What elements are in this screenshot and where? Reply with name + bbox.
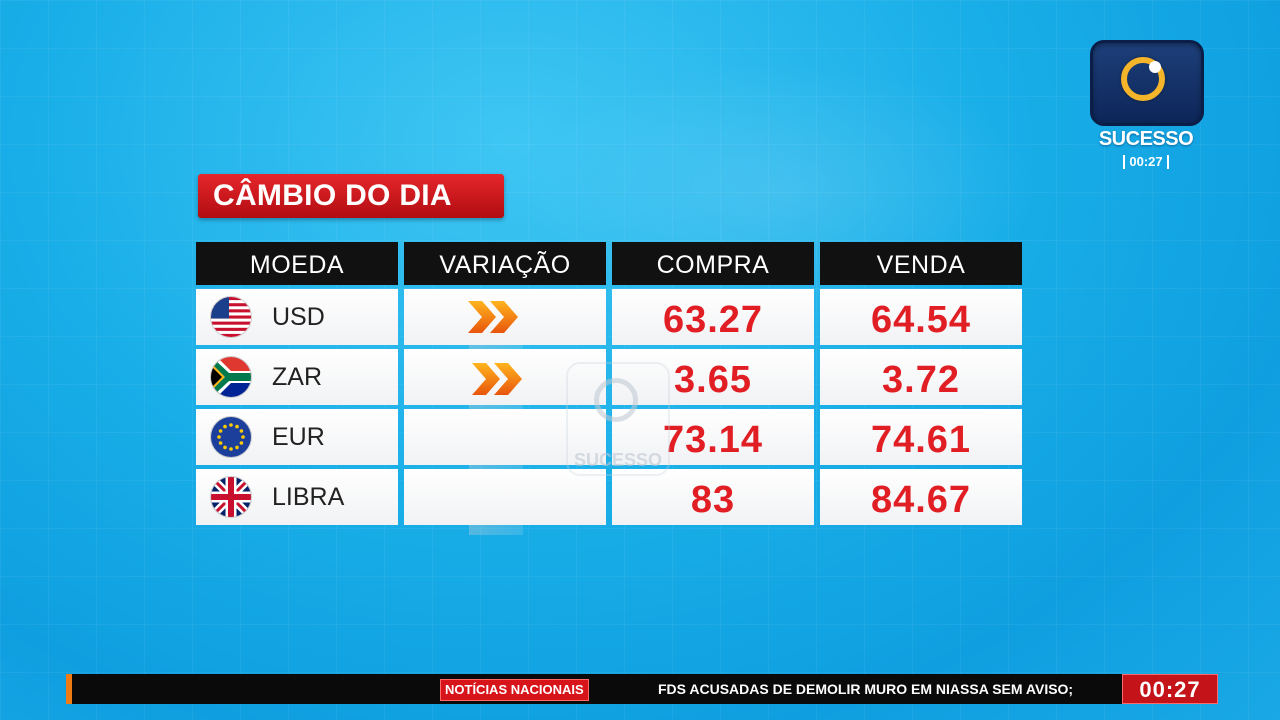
header-compra: COMPRA [612, 242, 814, 285]
channel-name: SUCESSO [1098, 128, 1194, 150]
venda-value: 74.61 [820, 409, 1022, 465]
table-header: MOEDA VARIAÇÃO COMPRA VENDA [196, 242, 1028, 285]
compra-value: 63.27 [612, 289, 814, 345]
south-africa-flag-icon [210, 356, 252, 398]
venda-value: 84.67 [820, 469, 1022, 525]
table-row: EUR 73.14 74.61 [196, 409, 1028, 465]
currency-cell: EUR [196, 409, 398, 465]
watermark-logo: SUCESSO [566, 362, 670, 476]
currency-code: ZAR [272, 362, 322, 391]
variation-cell [404, 409, 606, 465]
channel-logo: SUCESSO 00:27 [1090, 40, 1204, 170]
table-row: USD 63.27 64.54 [196, 289, 1028, 345]
header-moeda: MOEDA [196, 242, 398, 285]
watermark-ring-icon [594, 378, 638, 422]
logo-badge-icon [1090, 40, 1204, 126]
variation-cell [404, 349, 606, 405]
ticker-label: NOTÍCIAS NACIONAIS [440, 679, 589, 701]
table-row: ZAR 3.65 3.72 [196, 349, 1028, 405]
compra-value: 73.14 [612, 409, 814, 465]
up-arrows-icon [472, 363, 522, 395]
channel-clock: 00:27 [1123, 155, 1169, 169]
logo-ring-icon [1121, 57, 1165, 101]
currency-code: USD [272, 302, 325, 331]
eu-flag-icon [210, 416, 252, 458]
uk-flag-icon [210, 476, 252, 518]
currency-cell: LIBRA [196, 469, 398, 525]
table-row: LIBRA 83 84.67 [196, 469, 1028, 525]
compra-value: 83 [612, 469, 814, 525]
currency-cell: USD [196, 289, 398, 345]
venda-value: 3.72 [820, 349, 1022, 405]
page-title: CÂMBIO DO DIA [198, 174, 504, 218]
compra-value: 3.65 [612, 349, 814, 405]
news-ticker: NOTÍCIAS NACIONAIS FDS ACUSADAS DE DEMOL… [66, 674, 1216, 704]
currency-code: LIBRA [272, 482, 345, 511]
variation-cell [404, 469, 606, 525]
header-venda: VENDA [820, 242, 1022, 285]
usa-flag-icon [210, 296, 252, 338]
currency-code: EUR [272, 422, 325, 451]
exchange-rate-table: MOEDA VARIAÇÃO COMPRA VENDA USD [196, 242, 1028, 525]
up-arrows-icon [468, 301, 518, 333]
currency-cell: ZAR [196, 349, 398, 405]
logo-dot-icon [1149, 61, 1161, 73]
watermark-name: SUCESSO [573, 450, 663, 470]
venda-value: 64.54 [820, 289, 1022, 345]
header-variacao: VARIAÇÃO [404, 242, 606, 285]
ticker-text: FDS ACUSADAS DE DEMOLIR MURO EM NIASSA S… [658, 681, 1074, 697]
variation-cell [404, 289, 606, 345]
ticker-clock: 00:27 [1122, 674, 1218, 704]
